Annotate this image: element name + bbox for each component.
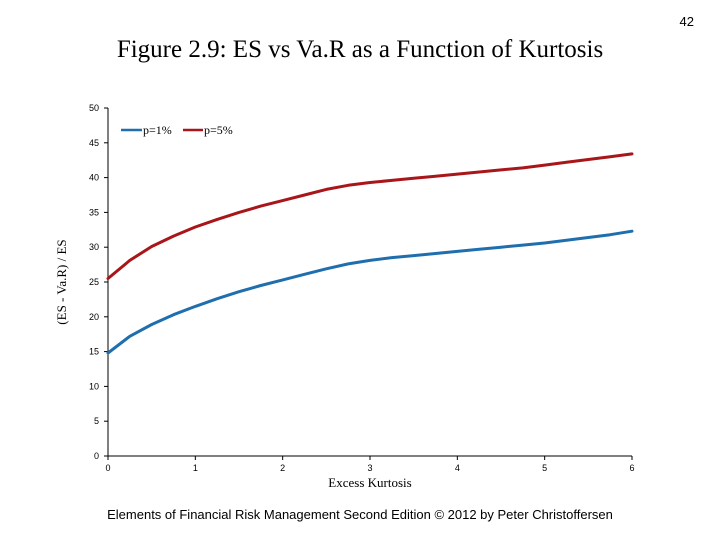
y-tick-label: 15 <box>89 347 99 357</box>
x-tick-label: 1 <box>193 463 198 473</box>
x-tick-label: 0 <box>105 463 110 473</box>
y-tick-label: 25 <box>89 277 99 287</box>
chart-legend: p=1% p=5% <box>121 123 233 137</box>
page-number: 42 <box>679 14 694 29</box>
x-tick-label: 3 <box>367 463 372 473</box>
y-tick-label: 45 <box>89 138 99 148</box>
series-line-p1 <box>106 229 634 355</box>
x-tick-label: 5 <box>542 463 547 473</box>
y-tick-label: 5 <box>94 416 99 426</box>
x-tick-label: 6 <box>629 463 634 473</box>
y-axis-ticks: 0 5 10 15 20 25 30 35 40 45 50 <box>89 103 108 461</box>
series-line-p5 <box>106 152 634 280</box>
y-tick-label: 30 <box>89 242 99 252</box>
slide-title: Figure 2.9: ES vs Va.R as a Function of … <box>116 36 604 63</box>
series-lines <box>106 152 634 355</box>
y-tick-label: 20 <box>89 312 99 322</box>
y-tick-label: 35 <box>89 207 99 217</box>
x-axis-title: Excess Kurtosis <box>328 475 411 490</box>
y-axis-title: (ES - Va.R) / ES <box>54 239 69 324</box>
y-tick-label: 50 <box>89 103 99 113</box>
x-axis-ticks: 0 1 2 3 4 5 6 <box>105 456 635 473</box>
x-tick-label: 2 <box>280 463 285 473</box>
y-tick-label: 0 <box>94 451 99 461</box>
footer-credit: Elements of Financial Risk Management Se… <box>107 507 613 522</box>
y-tick-label: 10 <box>89 381 99 391</box>
x-tick-label: 4 <box>455 463 460 473</box>
legend-label-p5: p=5% <box>204 123 233 137</box>
legend-label-p1: p=1% <box>143 123 172 137</box>
y-tick-label: 40 <box>89 173 99 183</box>
